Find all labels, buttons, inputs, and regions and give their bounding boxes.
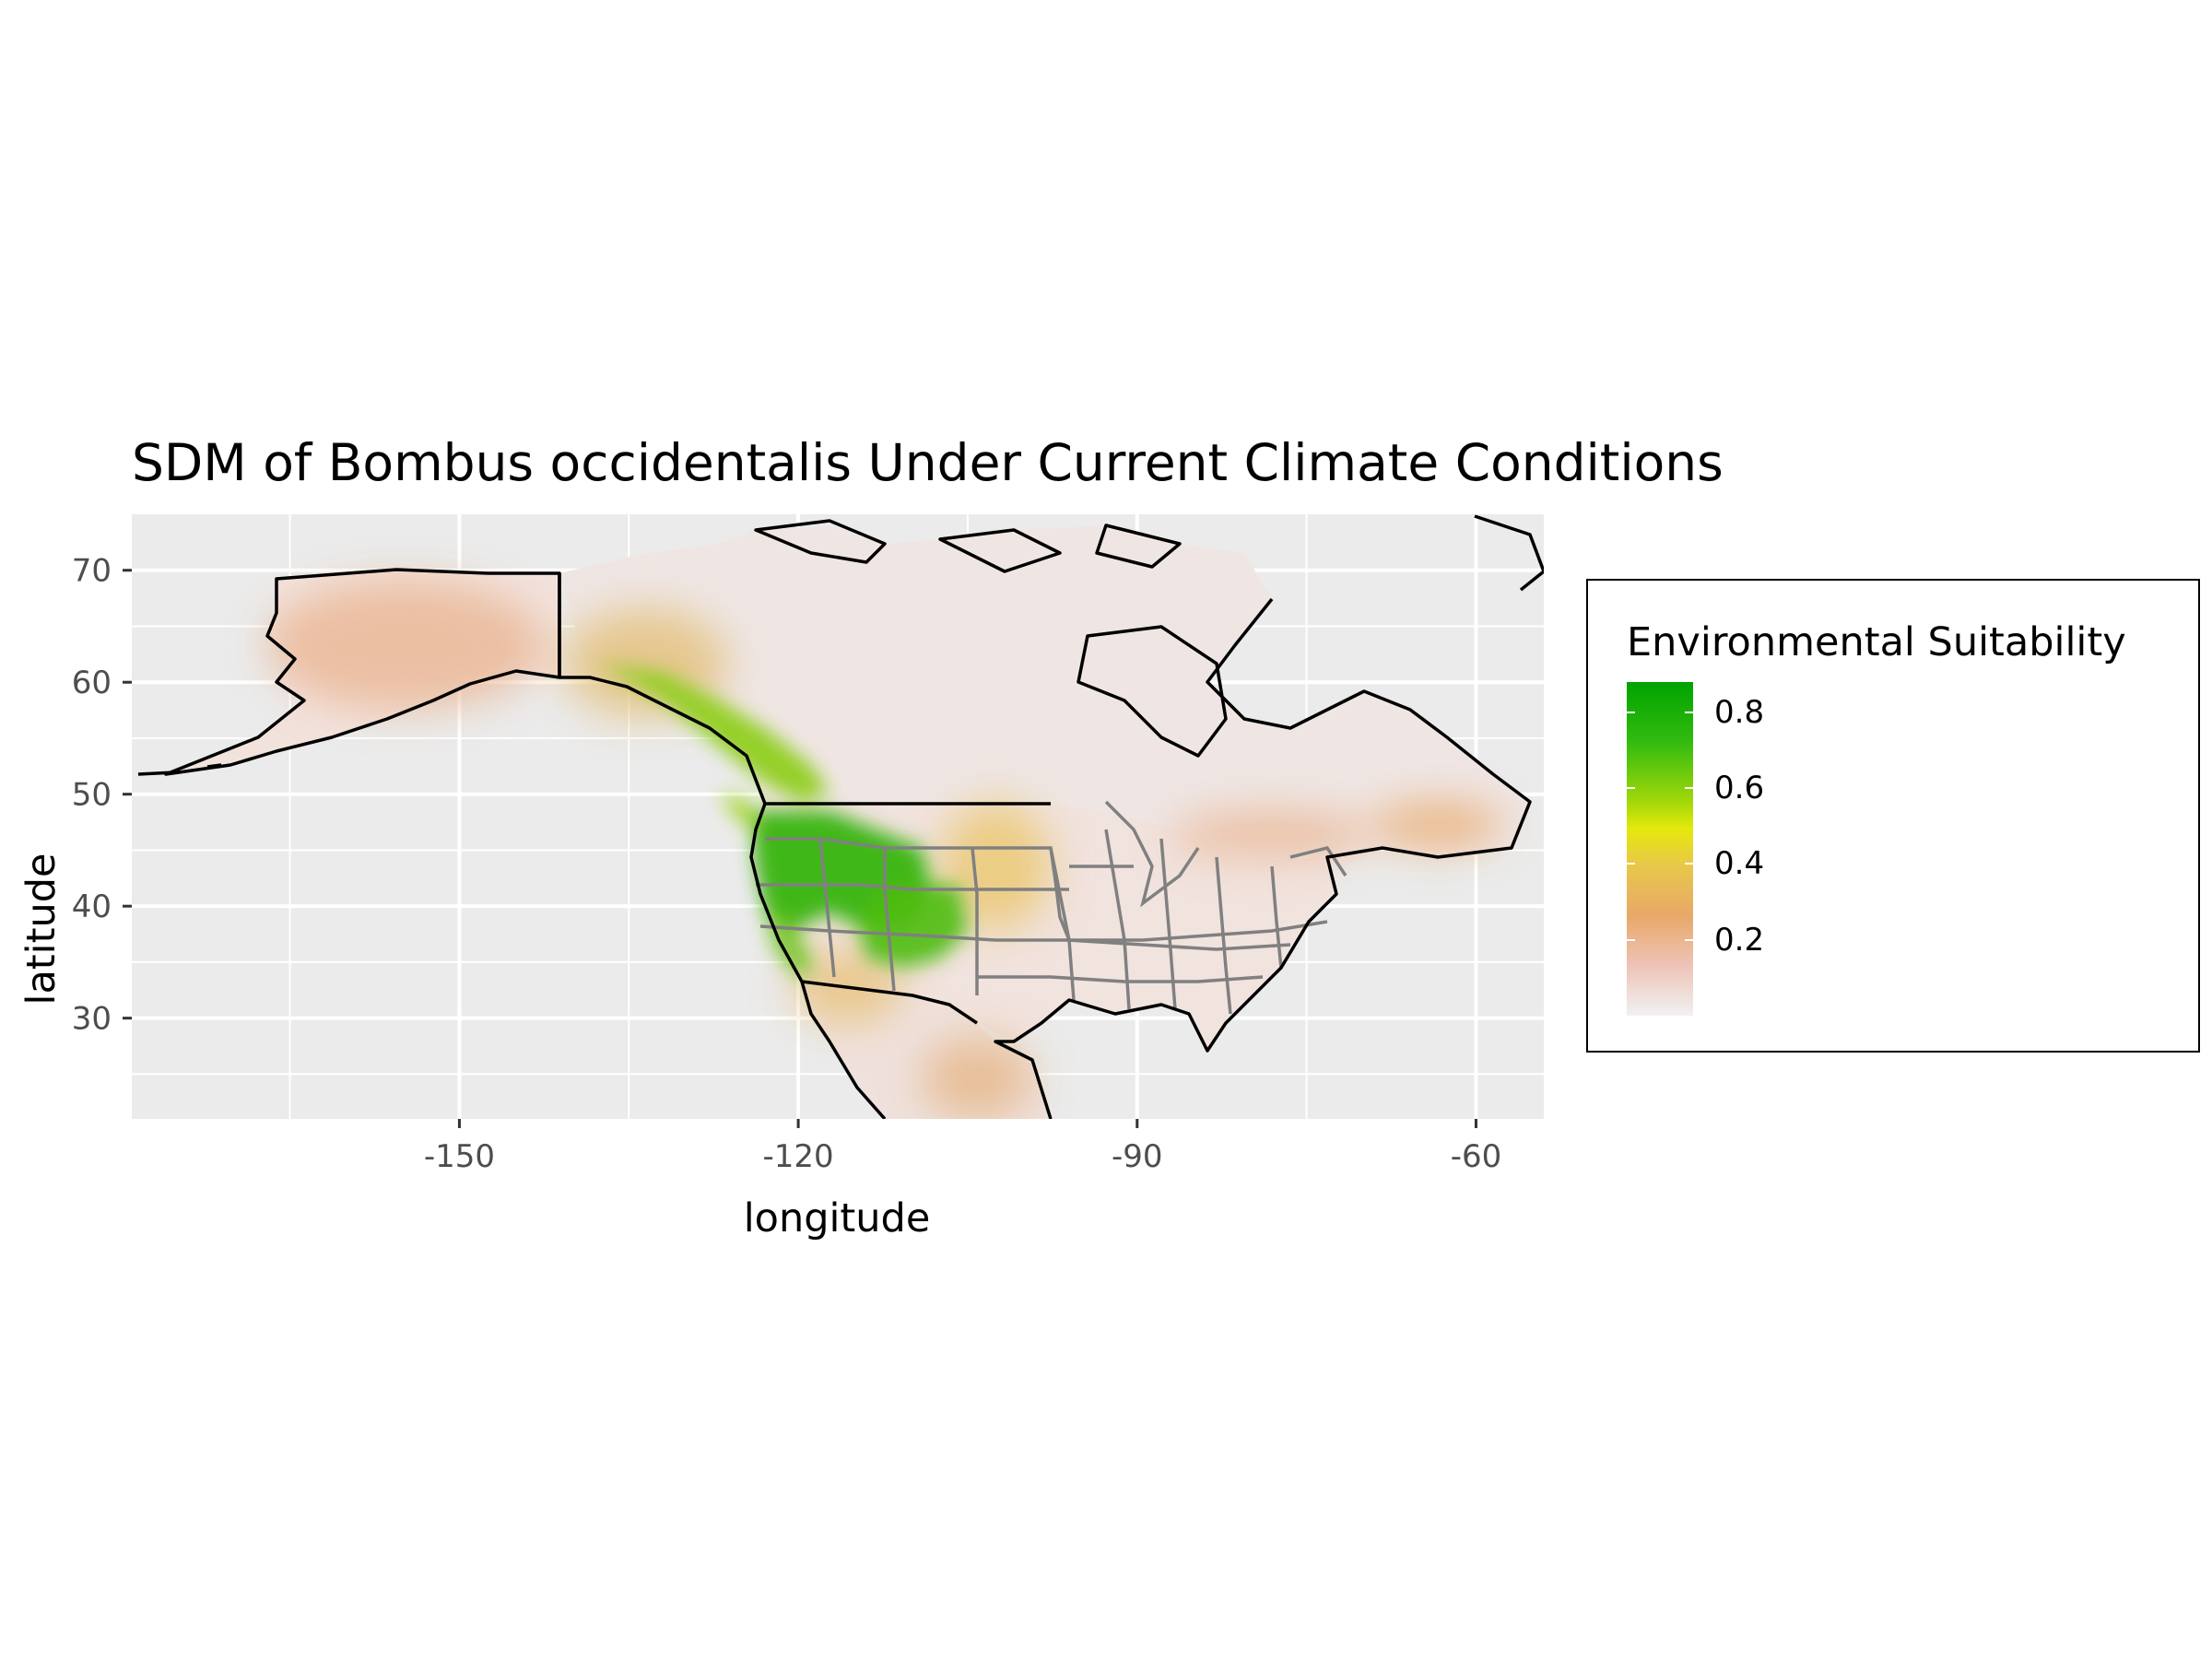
- legend-label: 0.2: [1714, 921, 1765, 959]
- legend-label: 0.8: [1714, 693, 1765, 731]
- x-tick-label: -120: [763, 1138, 834, 1175]
- legend-tick-right: [1685, 863, 1693, 865]
- legend-colorbar: [1627, 682, 1693, 1016]
- mexico-border: [801, 980, 978, 1025]
- legend: Environmental Suitability 0.8 0.6 0.4 0.2: [1586, 579, 2200, 1053]
- mexico-suitability: [922, 1037, 1032, 1119]
- y-tick-label: 50: [72, 777, 112, 814]
- y-tick-label: 40: [72, 888, 112, 925]
- legend-title: Environmental Suitability: [1627, 619, 2126, 665]
- state-boundaries: [756, 800, 1347, 1015]
- legend-tick-right: [1685, 938, 1693, 941]
- atlantic-coast: [994, 597, 1532, 1119]
- greatlakes-suitability: [1171, 811, 1373, 857]
- legend-tick-right: [1685, 787, 1693, 790]
- legend-tick-right: [1685, 711, 1693, 713]
- y-axis-label: latitude: [18, 853, 65, 1006]
- y-tick-label: 70: [72, 553, 112, 590]
- plains-suitability: [940, 802, 1051, 931]
- coast-green: [719, 793, 756, 830]
- alaska-suitability: [267, 581, 544, 710]
- legend-tick-left: [1627, 787, 1635, 790]
- y-tick-label: 30: [72, 1001, 112, 1038]
- x-tick-label: -150: [424, 1138, 495, 1175]
- canada-usa-coast: [559, 676, 887, 1119]
- legend-tick-left: [1627, 938, 1635, 941]
- x-axis-label: longitude: [743, 1195, 931, 1241]
- y-tick-label: 60: [72, 665, 112, 701]
- legend-tick-left: [1627, 711, 1635, 713]
- aleutians: [137, 763, 222, 776]
- axis-ticks: -150 -120 -90 -60 70 60 50 40 30: [72, 553, 1502, 1175]
- hudson-bay: [1077, 625, 1228, 758]
- x-tick-label: -90: [1112, 1138, 1163, 1175]
- maritimes-suitability: [1373, 802, 1502, 848]
- chart-title: SDM of Bombus occidentalis Under Current…: [132, 433, 1724, 492]
- legend-label: 0.6: [1714, 770, 1765, 807]
- arctic-islands: [754, 519, 1182, 573]
- country-borders: [137, 514, 1544, 1119]
- x-tick-label: -60: [1451, 1138, 1502, 1175]
- legend-label: 0.4: [1714, 845, 1765, 883]
- legend-tick-left: [1627, 863, 1635, 865]
- y-axis-label-wrapper: latitude: [14, 853, 69, 1006]
- greenland-edge: [1474, 514, 1544, 592]
